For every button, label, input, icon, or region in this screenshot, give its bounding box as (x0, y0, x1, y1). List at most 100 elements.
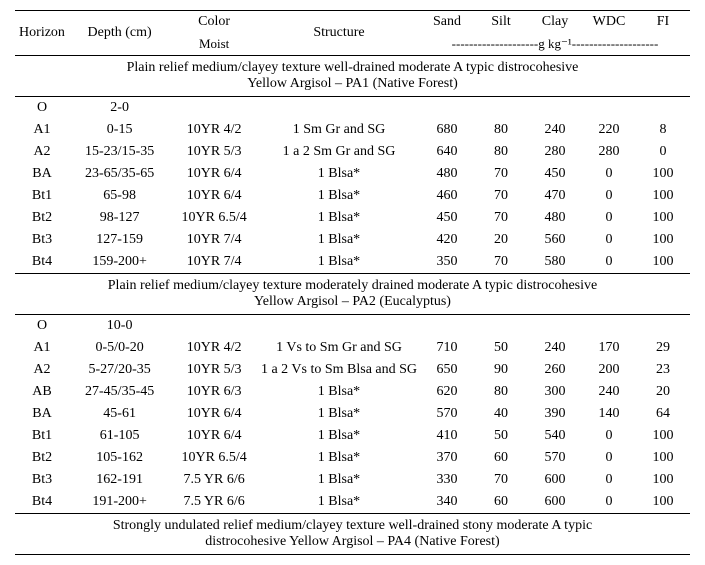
cell-wdc: 0 (582, 229, 636, 251)
table-row: A10-1510YR 4/21 Sm Gr and SG680802402208 (15, 119, 690, 141)
cell-wdc: 0 (582, 491, 636, 514)
cell-depth: 5-27/20-35 (69, 359, 170, 381)
cell-structure: 1 Blsa* (258, 381, 420, 403)
col-fi: FI (636, 11, 690, 34)
cell-sand: 370 (420, 447, 474, 469)
cell-clay: 580 (528, 251, 582, 274)
cell-clay: 300 (528, 381, 582, 403)
table-row: Bt161-10510YR 6/41 Blsa*410505400100 (15, 425, 690, 447)
col-horizon: Horizon (15, 11, 69, 56)
cell-color: 10YR 7/4 (170, 251, 258, 274)
cell-silt: 50 (474, 425, 528, 447)
cell-horizon: Bt3 (15, 469, 69, 491)
cell-color: 10YR 5/3 (170, 359, 258, 381)
cell-horizon: Bt1 (15, 425, 69, 447)
cell-wdc: 170 (582, 337, 636, 359)
cell-horizon: Bt1 (15, 185, 69, 207)
cell-structure: 1 Blsa* (258, 469, 420, 491)
cell-silt (474, 97, 528, 120)
cell-wdc: 280 (582, 141, 636, 163)
table-row: Bt3162-1917.5 YR 6/61 Blsa*330706000100 (15, 469, 690, 491)
cell-depth: 98-127 (69, 207, 170, 229)
table-row: Bt298-12710YR 6.5/41 Blsa*450704800100 (15, 207, 690, 229)
cell-fi: 100 (636, 163, 690, 185)
cell-silt: 70 (474, 207, 528, 229)
col-depth: Depth (cm) (69, 11, 170, 56)
section-heading: Plain relief medium/clayey texture well-… (15, 56, 690, 97)
col-clay: Clay (528, 11, 582, 34)
cell-fi: 20 (636, 381, 690, 403)
col-color-sub: Moist (170, 33, 258, 56)
cell-fi: 100 (636, 251, 690, 274)
cell-sand: 340 (420, 491, 474, 514)
cell-structure: 1 Blsa* (258, 491, 420, 514)
section-heading: Plain relief medium/clayey texture moder… (15, 274, 690, 315)
table-row: BA45-6110YR 6/41 Blsa*5704039014064 (15, 403, 690, 425)
cell-silt: 80 (474, 141, 528, 163)
cell-sand: 460 (420, 185, 474, 207)
cell-wdc: 0 (582, 425, 636, 447)
cell-depth: 0-15 (69, 119, 170, 141)
cell-sand: 480 (420, 163, 474, 185)
cell-horizon: O (15, 315, 69, 338)
cell-structure: 1 Blsa* (258, 185, 420, 207)
cell-fi: 0 (636, 141, 690, 163)
col-sand: Sand (420, 11, 474, 34)
table-row: Bt4191-200+7.5 YR 6/61 Blsa*340606000100 (15, 491, 690, 514)
cell-silt (474, 315, 528, 338)
cell-depth: 191-200+ (69, 491, 170, 514)
cell-clay: 480 (528, 207, 582, 229)
cell-silt: 70 (474, 185, 528, 207)
cell-fi (636, 315, 690, 338)
cell-color: 10YR 7/4 (170, 229, 258, 251)
section-title-line1: Plain relief medium/clayey texture moder… (17, 278, 688, 294)
table-row: AB27-45/35-4510YR 6/31 Blsa*620803002402… (15, 381, 690, 403)
cell-fi: 100 (636, 185, 690, 207)
cell-structure: 1 Blsa* (258, 447, 420, 469)
cell-horizon: A2 (15, 141, 69, 163)
cell-silt: 40 (474, 403, 528, 425)
col-wdc: WDC (582, 11, 636, 34)
table-row: Bt3127-15910YR 7/41 Blsa*420205600100 (15, 229, 690, 251)
cell-fi: 23 (636, 359, 690, 381)
cell-fi: 100 (636, 491, 690, 514)
cell-fi (636, 97, 690, 120)
cell-wdc: 0 (582, 163, 636, 185)
cell-horizon: BA (15, 163, 69, 185)
col-structure: Structure (258, 11, 420, 56)
cell-sand: 350 (420, 251, 474, 274)
cell-sand: 450 (420, 207, 474, 229)
cell-silt: 50 (474, 337, 528, 359)
cell-structure (258, 97, 420, 120)
cell-color: 10YR 4/2 (170, 119, 258, 141)
cell-structure: 1 a 2 Sm Gr and SG (258, 141, 420, 163)
cell-sand: 640 (420, 141, 474, 163)
cell-depth: 159-200+ (69, 251, 170, 274)
cell-color: 10YR 6/4 (170, 403, 258, 425)
cell-wdc: 220 (582, 119, 636, 141)
cell-structure: 1 Blsa* (258, 163, 420, 185)
cell-clay (528, 97, 582, 120)
cell-sand: 650 (420, 359, 474, 381)
cell-fi: 100 (636, 229, 690, 251)
cell-fi: 8 (636, 119, 690, 141)
cell-structure: 1 Blsa* (258, 207, 420, 229)
cell-color: 10YR 6.5/4 (170, 207, 258, 229)
cell-sand: 420 (420, 229, 474, 251)
cell-depth: 23-65/35-65 (69, 163, 170, 185)
cell-fi: 64 (636, 403, 690, 425)
cell-clay (528, 315, 582, 338)
cell-clay: 240 (528, 337, 582, 359)
cell-clay: 280 (528, 141, 582, 163)
cell-clay: 540 (528, 425, 582, 447)
col-silt: Silt (474, 11, 528, 34)
cell-horizon: A2 (15, 359, 69, 381)
cell-silt: 80 (474, 381, 528, 403)
cell-color: 10YR 6/4 (170, 425, 258, 447)
cell-horizon: AB (15, 381, 69, 403)
cell-structure: 1 Blsa* (258, 229, 420, 251)
cell-depth: 2-0 (69, 97, 170, 120)
cell-structure: 1 a 2 Vs to Sm Blsa and SG (258, 359, 420, 381)
cell-sand: 710 (420, 337, 474, 359)
soil-table: Horizon Depth (cm) Color Structure Sand … (15, 10, 690, 555)
